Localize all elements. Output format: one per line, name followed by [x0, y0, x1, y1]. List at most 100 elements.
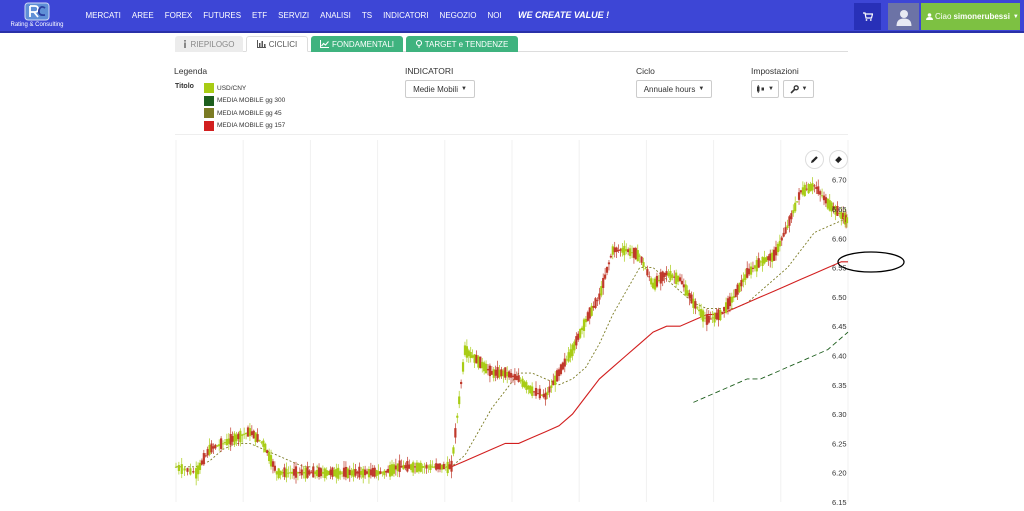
candle-body	[308, 470, 311, 475]
chevron-down-icon: ▼	[460, 86, 467, 92]
candle-body	[452, 447, 455, 454]
tab-ciclici[interactable]: CICLICI	[246, 36, 308, 52]
candle-body	[813, 185, 816, 187]
nav-item-aree[interactable]: AREE	[131, 11, 154, 20]
legend-item-ma-45[interactable]: MEDIA MOBILE gg 45	[204, 107, 285, 120]
candle-body	[435, 463, 438, 470]
nav-item-futures[interactable]: FUTURES	[203, 11, 242, 20]
candle-body	[653, 278, 657, 290]
candle-body	[732, 296, 735, 298]
candle-body	[563, 358, 566, 367]
candle-body	[458, 396, 461, 405]
nav-item-negozio[interactable]: NEGOZIO	[439, 11, 477, 20]
candle-body	[183, 468, 186, 471]
nav-item-servizi[interactable]: SERVIZI	[278, 11, 310, 20]
cart-button[interactable]	[854, 3, 881, 30]
candle-body	[231, 436, 234, 442]
candle-body	[663, 272, 666, 277]
indicatori-selected: Medie Mobili	[413, 84, 458, 94]
nav-item-etf[interactable]: ETF	[252, 11, 268, 20]
candle-body	[177, 465, 180, 471]
nav-item-analisi[interactable]: ANALISI	[320, 11, 351, 20]
candle-body	[381, 472, 384, 474]
ciclo-selected: Annuale hours	[643, 84, 696, 94]
candle-body	[723, 306, 726, 312]
chart-style-dropdown[interactable]: ▼	[751, 80, 779, 98]
candle-body	[703, 317, 707, 319]
tab-riepilogo[interactable]: RIEPILOGO	[175, 36, 243, 52]
candle-body	[356, 471, 359, 474]
candle-body	[730, 296, 733, 303]
candle-body	[266, 450, 269, 454]
tab-label: RIEPILOGO	[190, 39, 235, 49]
user-profile-button[interactable]	[888, 3, 919, 30]
candle-body	[221, 443, 225, 445]
candle-body	[204, 455, 207, 457]
candle-body	[759, 261, 762, 263]
candle-body	[586, 312, 589, 321]
candle-body	[412, 462, 415, 473]
candle-body	[281, 472, 284, 474]
tab-label: FONDAMENTALI	[331, 39, 395, 49]
candle-body	[417, 463, 420, 472]
candle-body	[394, 465, 397, 470]
y-tick-label: 6.15	[832, 498, 847, 507]
nav-item-indicatori[interactable]: INDICATORI	[383, 11, 429, 20]
candle-body	[571, 344, 574, 357]
candle-body	[388, 465, 392, 477]
y-tick-label: 6.40	[832, 352, 847, 361]
nav-item-mercati[interactable]: MERCATI	[85, 11, 121, 20]
candle-body	[333, 469, 336, 477]
legend-item-usd-cny[interactable]: USD/CNY	[204, 82, 285, 95]
candle-body	[440, 464, 444, 470]
candle-body	[225, 439, 228, 446]
nav-item-forex[interactable]: FOREX	[164, 11, 193, 20]
draw-pencil-button[interactable]	[805, 150, 824, 169]
settings-tools-dropdown[interactable]: ▼	[783, 80, 814, 98]
tab-target-tendenze[interactable]: TARGET e TENDENZE	[406, 36, 518, 52]
draw-eraser-button[interactable]	[829, 150, 848, 169]
candle-body	[465, 346, 468, 358]
legend-item-ma-300[interactable]: MEDIA MOBILE gg 300	[204, 95, 285, 108]
legend-subtitle: Titolo	[175, 83, 194, 90]
y-tick-label: 6.45	[832, 322, 847, 331]
user-menu-button[interactable]: Ciao simonerubessi ▼	[921, 3, 1020, 30]
candle-body	[379, 471, 382, 474]
candle-body	[415, 462, 419, 473]
legend-item-ma-157[interactable]: MEDIA MOBILE gg 157	[204, 120, 285, 133]
candle-body	[797, 192, 801, 200]
candle-body	[189, 468, 192, 475]
y-tick-label: 6.20	[832, 469, 847, 478]
tab-fondamentali[interactable]: FONDAMENTALI	[311, 36, 403, 52]
y-tick-label: 6.70	[832, 176, 847, 185]
candle-body	[387, 468, 390, 473]
candle-body	[577, 333, 580, 340]
y-tick-label: 6.50	[832, 293, 847, 302]
candle-body	[517, 375, 520, 382]
y-tick-label: 6.25	[832, 439, 847, 448]
candle-body	[842, 213, 845, 220]
candle-body	[761, 256, 764, 267]
candle-body	[790, 213, 793, 220]
candle-body	[223, 442, 227, 444]
candle-body	[757, 258, 760, 268]
indicatori-dropdown[interactable]: Medie Mobili ▼	[405, 80, 475, 98]
candle-body	[244, 433, 248, 435]
candle-body	[598, 293, 601, 300]
candle-body	[546, 391, 549, 396]
candle-body	[820, 195, 824, 197]
candle-body	[676, 275, 680, 282]
nav-item-noi[interactable]: NOI	[487, 11, 502, 20]
ciclo-dropdown[interactable]: Annuale hours ▼	[636, 80, 712, 98]
candle-body	[519, 380, 522, 382]
candle-body	[515, 375, 518, 381]
nav-item-ts[interactable]: TS	[361, 11, 373, 20]
candle-body	[728, 296, 732, 307]
candle-body	[300, 469, 303, 476]
candle-body	[782, 232, 785, 237]
candle-body	[675, 272, 678, 285]
candle-body	[803, 184, 806, 196]
candle-body	[830, 202, 833, 212]
candle-body	[780, 237, 783, 241]
brand-logo[interactable]: Rating & Consulting	[4, 2, 70, 31]
